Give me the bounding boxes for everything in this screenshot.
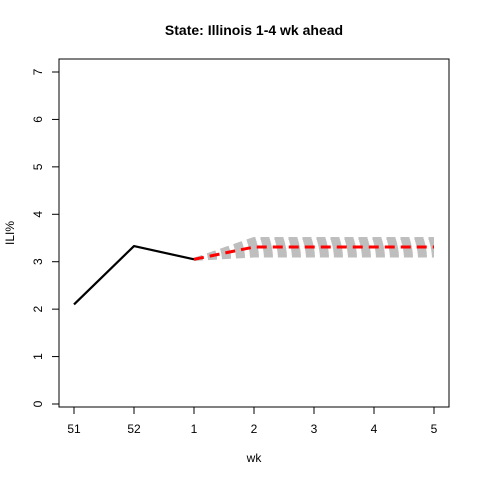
ensemble-trajectory-line: [193, 254, 434, 261]
y-axis: 0 1 2 3 4 5 6 7: [31, 68, 60, 407]
y-tick-label: 4: [31, 211, 45, 218]
x-tick-label: 2: [251, 422, 258, 436]
ensemble-trajectory-line: [193, 252, 434, 261]
y-tick-label: 7: [31, 68, 45, 75]
x-tick-label: 3: [311, 422, 318, 436]
y-tick-label: 6: [31, 116, 45, 123]
observed-series-line: [73, 244, 195, 306]
y-axis-label: ILI%: [3, 221, 17, 245]
y-tick-label: 0: [31, 400, 45, 407]
x-axis-label: wk: [246, 451, 263, 465]
x-tick-label: 5: [431, 422, 438, 436]
ensemble-trajectory-line: [193, 242, 434, 261]
plot-frame: [58, 58, 450, 408]
x-tick-label: 51: [67, 422, 81, 436]
chart-title: State: Illinois 1-4 wk ahead: [165, 22, 343, 38]
x-axis: 51 52 1 2 3 4 5: [67, 406, 438, 436]
ensemble-trajectory-line: [193, 238, 434, 261]
y-tick-label: 2: [31, 305, 45, 312]
y-tick-label: 5: [31, 163, 45, 170]
y-tick-label: 1: [31, 353, 45, 360]
forecast-mean-line: [193, 245, 434, 261]
ensemble-trajectory-line: [193, 250, 434, 261]
x-tick-label: 4: [371, 422, 378, 436]
series-layer: [73, 244, 434, 306]
x-tick-label: 1: [191, 422, 198, 436]
ensemble-trajectory-line: [193, 236, 434, 261]
x-tick-label: 52: [127, 422, 141, 436]
y-tick-label: 3: [31, 258, 45, 265]
ensemble-trajectories: [193, 236, 434, 261]
ensemble-trajectory-line: [193, 240, 434, 261]
ensemble-trajectory-line: [193, 248, 434, 261]
